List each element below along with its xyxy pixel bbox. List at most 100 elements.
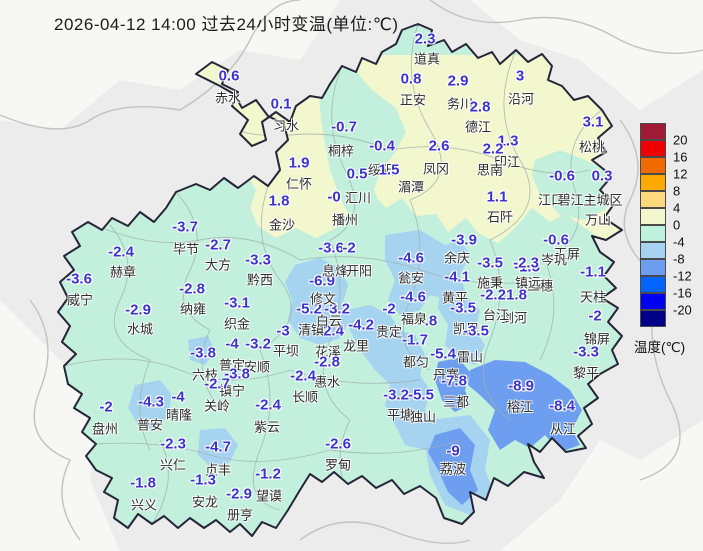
station-name: 修文 [309, 291, 337, 307]
station-value: -1.8 [501, 286, 527, 304]
station-value: -8.9 [508, 377, 534, 395]
station-name: 凤冈 [422, 161, 450, 177]
station-value: -0.6 [543, 231, 569, 249]
station-value: -4 [225, 335, 239, 353]
legend-color-swatch [640, 259, 666, 276]
station-name: 黔西 [246, 272, 274, 288]
station-name: 丹寨 [432, 367, 460, 383]
station-name: 都匀 [402, 354, 430, 370]
station-value: -1.3 [190, 471, 216, 489]
station-name: 天柱 [579, 289, 607, 305]
station-name: 平塘 [386, 407, 414, 423]
station-name: 道真 [413, 51, 441, 67]
station-name: 望谟 [255, 488, 283, 504]
station-value: -2.9 [226, 485, 252, 503]
station-name: 关岭 [203, 398, 231, 414]
station-name: 独山 [409, 409, 437, 425]
station-value: -3.1 [224, 294, 250, 312]
station-name: 凯里 [452, 321, 480, 337]
station-name: 黄平 [441, 290, 469, 306]
station-value: -8.4 [549, 397, 575, 415]
station-value: -2.9 [125, 301, 151, 319]
station-value: -5.2 [296, 300, 322, 318]
station-name: 从江 [549, 421, 577, 437]
station-value: -2.7 [204, 375, 230, 393]
station-name: 三穗 [526, 278, 554, 294]
station-name: 剑河 [500, 310, 528, 326]
station-value: 1.9 [288, 154, 310, 172]
station-value: 2.6 [428, 137, 450, 155]
station-name: 息烽 [321, 263, 349, 279]
legend-color-swatch [640, 174, 666, 191]
station-name: 纳雍 [179, 301, 207, 317]
station-value: -0.7 [331, 118, 357, 136]
station-value-fragment: -3.5 [463, 322, 489, 340]
station-name: 六枝 [191, 367, 219, 383]
station-value: -2 [588, 307, 602, 325]
station-value: -4 [171, 388, 185, 406]
legend-color-swatch [640, 225, 666, 242]
station-name: 榕江 [506, 399, 534, 415]
station-name: 思南 [476, 162, 504, 178]
station-value: -3.2 [324, 300, 350, 318]
station-name: 施秉 [476, 275, 504, 291]
station-value: 2.9 [447, 72, 469, 90]
station-value: -1.7 [402, 331, 428, 349]
station-value: -5.5 [408, 386, 434, 404]
station-value: -2.4 [318, 322, 344, 340]
station-name: 汇川 [344, 190, 372, 206]
station-value: 3.1 [582, 113, 604, 131]
station-name: 贞丰 [204, 462, 232, 478]
station-value: -3.2 [245, 335, 271, 353]
station-value: -2.2 [480, 286, 506, 304]
station-name: 大方 [204, 257, 232, 273]
legend-tick-label: -12 [673, 268, 692, 284]
station-name: 威宁 [66, 292, 94, 308]
station-name: 荔波 [439, 461, 467, 477]
station-value: -1.8 [130, 474, 156, 492]
legend-tick-label: 4 [673, 200, 681, 216]
station-value: -4.1 [444, 268, 470, 286]
station-name: 德江 [464, 119, 492, 135]
station-value: -1.1 [580, 263, 606, 281]
station-value: 0.6 [218, 67, 240, 85]
county-boundaries [63, 24, 603, 525]
station-value: -4.7 [205, 438, 231, 456]
legend-tick-label: 0 [673, 217, 681, 233]
station-value-fragment: -0 [327, 188, 341, 206]
station-value: -1.2 [255, 465, 281, 483]
station-value: 0.1 [270, 95, 292, 113]
station-name: 赤水 [214, 90, 242, 106]
station-value: -6.9 [309, 272, 335, 290]
station-name: 花溪 [314, 344, 342, 360]
legend-tick-label: 8 [673, 183, 681, 199]
legend-tick-label: -16 [673, 285, 692, 301]
station-name: 镇宁 [218, 383, 246, 399]
station-name: 锦屏 [583, 331, 611, 347]
legend-tick-label: 20 [673, 132, 688, 148]
station-name: 习水 [272, 118, 300, 134]
legend-color-swatch [640, 276, 666, 293]
station-name: 沿河 [507, 91, 535, 107]
station-value-fragment: .8 [424, 312, 438, 330]
station-name: 余庆 [443, 250, 471, 266]
station-name: 册亨 [226, 507, 254, 523]
station-value: -0.6 [549, 167, 575, 185]
legend-tick-label: -8 [673, 251, 685, 267]
station-name: 正安 [399, 92, 427, 108]
station-name: 清镇 [297, 322, 325, 338]
station-value: 0.8 [400, 70, 422, 88]
station-value: -2.8 [314, 353, 340, 371]
map-title: 2026-04-12 14:00 过去24小时变温(单位:℃) [54, 15, 399, 34]
legend-color-swatch [640, 191, 666, 208]
station-value: -4.6 [400, 288, 426, 306]
legend-title: 温度(℃) [634, 340, 686, 355]
station-value: -3.8 [190, 344, 216, 362]
station-name: 赫章 [109, 264, 137, 280]
legend-tick-label: -20 [673, 302, 692, 318]
station-value: 1.5 [378, 161, 400, 179]
station-name: 雷山 [456, 349, 484, 365]
station-name: 印江 [493, 154, 521, 170]
legend-color-swatch [640, 310, 666, 327]
